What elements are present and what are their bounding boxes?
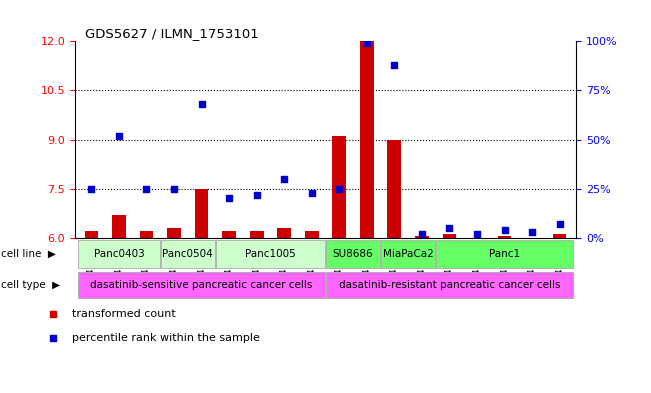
Text: cell line  ▶: cell line ▶ [1,249,55,259]
Bar [360,41,374,238]
Bar [85,231,98,238]
Point [307,189,317,196]
Text: SU8686: SU8686 [333,249,374,259]
Point [169,185,179,192]
Point [114,132,124,139]
Bar [167,228,181,238]
Point [334,185,344,192]
Text: Panc0504: Panc0504 [162,249,213,259]
Bar [250,231,264,238]
Bar [497,236,512,238]
Point [389,62,400,68]
Bar [277,228,291,238]
Point [472,231,482,237]
Point [279,176,290,182]
Point [401,216,411,222]
Text: Panc1: Panc1 [489,249,520,259]
FancyBboxPatch shape [78,272,325,298]
FancyBboxPatch shape [78,240,159,268]
Bar [443,235,456,238]
Bar [305,231,318,238]
Text: dasatinib-resistant pancreatic cancer cells: dasatinib-resistant pancreatic cancer ce… [339,279,561,290]
Point [361,40,372,46]
FancyBboxPatch shape [216,240,325,268]
FancyBboxPatch shape [326,240,380,268]
Bar [415,236,429,238]
Bar [333,136,346,238]
Text: dasatinib-sensitive pancreatic cancer cells: dasatinib-sensitive pancreatic cancer ce… [90,279,312,290]
FancyBboxPatch shape [326,272,573,298]
Point [527,229,537,235]
Point [197,101,207,107]
Bar [222,231,236,238]
Text: Panc0403: Panc0403 [94,249,145,259]
Point [141,185,152,192]
Bar [553,235,566,238]
FancyBboxPatch shape [436,240,573,268]
Point [86,185,96,192]
Point [555,221,565,227]
Bar [112,215,126,238]
Bar [387,140,401,238]
Bar [139,231,154,238]
Text: Panc1005: Panc1005 [245,249,296,259]
FancyBboxPatch shape [161,240,215,268]
FancyBboxPatch shape [381,240,435,268]
Text: percentile rank within the sample: percentile rank within the sample [72,333,260,343]
Point [224,195,234,202]
Text: GDS5627 / ILMN_1753101: GDS5627 / ILMN_1753101 [85,27,258,40]
Point [444,225,454,231]
Bar [195,189,208,238]
Point [401,2,411,8]
Text: transformed count: transformed count [72,309,175,320]
Point [251,191,262,198]
Text: cell type  ▶: cell type ▶ [1,279,60,290]
Point [417,231,427,237]
Text: MiaPaCa2: MiaPaCa2 [383,249,434,259]
Point [499,227,510,233]
